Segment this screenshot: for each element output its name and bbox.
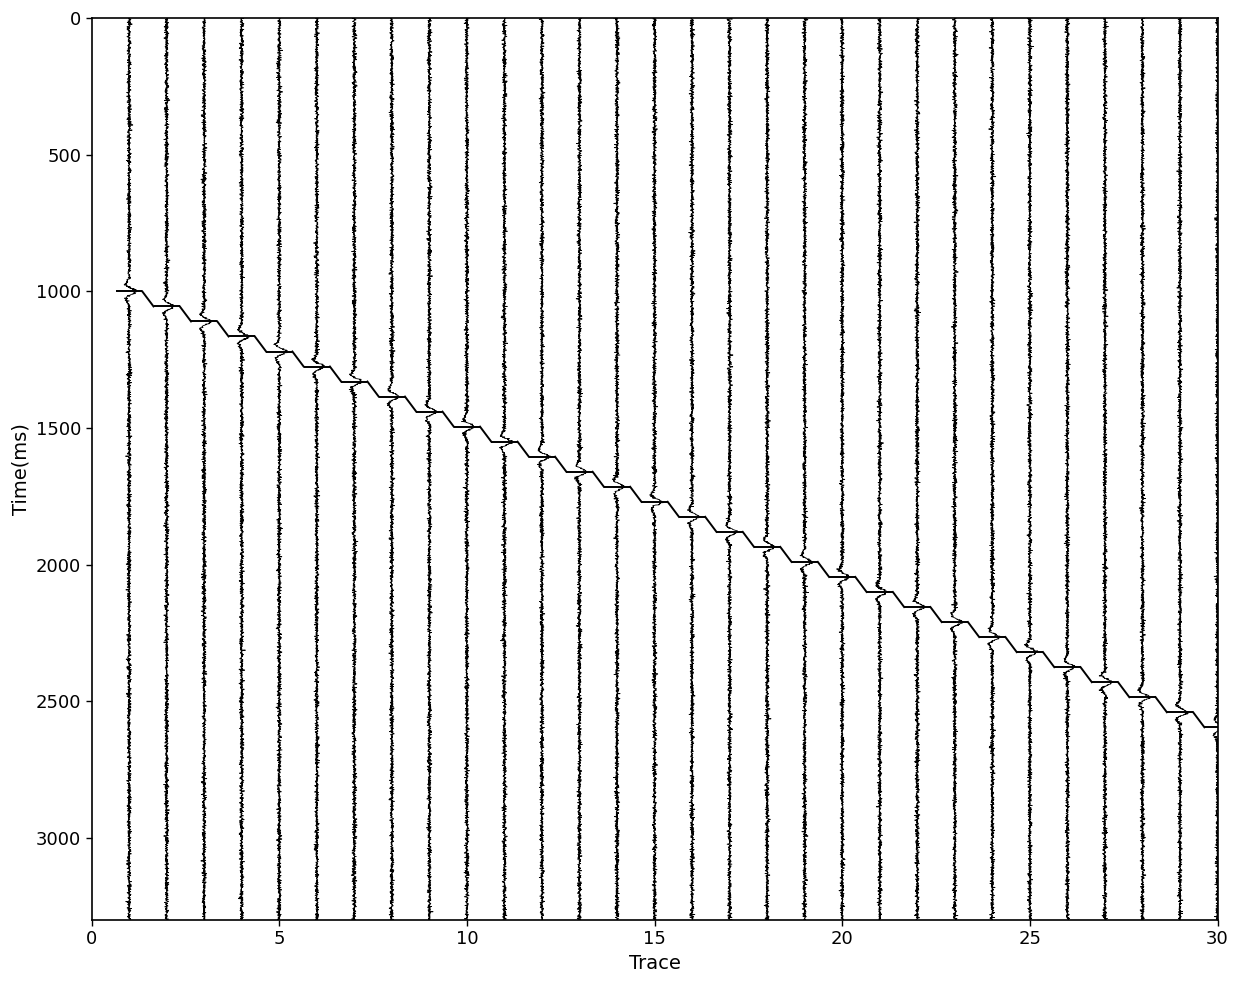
X-axis label: Trace: Trace xyxy=(629,953,681,973)
Y-axis label: Time(ms): Time(ms) xyxy=(11,423,30,515)
